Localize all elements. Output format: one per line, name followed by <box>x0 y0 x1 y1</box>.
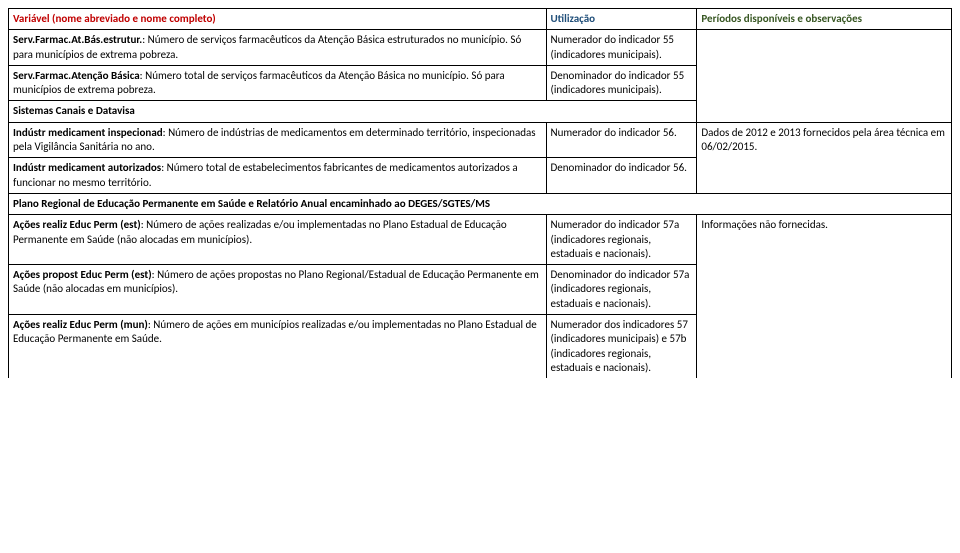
table-row: Indústr medicament inspecionad: Número d… <box>9 122 952 158</box>
header-col3: Períodos disponíveis e observações <box>697 9 952 30</box>
variable-cell: Serv.Farmac.Atenção Básica: Número total… <box>9 65 547 101</box>
variable-cell: Serv.Farmac.At.Bás.estrutur.: Número de … <box>9 30 547 66</box>
variable-name: Ações realiz Educ Perm (est) <box>13 218 141 231</box>
variable-cell: Ações realiz Educ Perm (est): Número de … <box>9 215 547 265</box>
variable-cell: Ações realiz Educ Perm (mun): Número de … <box>9 315 547 379</box>
section-row: Plano Regional de Educação Permanente em… <box>9 193 952 214</box>
variable-name: Ações propost Educ Perm (est) <box>13 268 152 281</box>
obs-cell <box>697 30 952 122</box>
usage-cell: Numerador dos indicadores 57 (indicadore… <box>546 315 697 379</box>
variable-name: Serv.Farmac.At.Bás.estrutur. <box>13 33 142 46</box>
usage-cell: Numerador do indicador 56. <box>546 122 697 158</box>
usage-cell: Numerador do indicador 55 (indicadores m… <box>546 30 697 66</box>
usage-cell: Denominador do indicador 55 (indicadores… <box>546 65 697 101</box>
table-row: Ações realiz Educ Perm (est): Número de … <box>9 215 952 265</box>
variable-name: Ações realiz Educ Perm (mun) <box>13 318 148 331</box>
variable-name: Indústr medicament inspecionad <box>13 126 163 139</box>
table-header-row: Variável (nome abreviado e nome completo… <box>9 9 952 30</box>
section-title: Sistemas Canais e Datavisa <box>9 101 697 122</box>
section-title: Plano Regional de Educação Permanente em… <box>9 193 952 214</box>
variable-cell: Indústr medicament autorizados: Número t… <box>9 158 547 194</box>
header-col2: Utilização <box>546 9 697 30</box>
variable-cell: Indústr medicament inspecionad: Número d… <box>9 122 547 158</box>
variable-name: Serv.Farmac.Atenção Básica <box>13 69 140 82</box>
table-row: Serv.Farmac.At.Bás.estrutur.: Número de … <box>9 30 952 66</box>
usage-cell: Numerador do indicador 57a (indicadores … <box>546 215 697 265</box>
data-table: Variável (nome abreviado e nome completo… <box>8 8 952 378</box>
header-col1: Variável (nome abreviado e nome completo… <box>9 9 547 30</box>
variable-name: Indústr medicament autorizados <box>13 161 161 174</box>
variable-cell: Ações propost Educ Perm (est): Número de… <box>9 265 547 315</box>
usage-cell: Denominador do indicador 56. <box>546 158 697 194</box>
usage-cell: Denominador do indicador 57a (indicadore… <box>546 265 697 315</box>
obs-cell: Dados de 2012 e 2013 fornecidos pela áre… <box>697 122 952 193</box>
obs-cell: Informações não fornecidas. <box>697 215 952 378</box>
